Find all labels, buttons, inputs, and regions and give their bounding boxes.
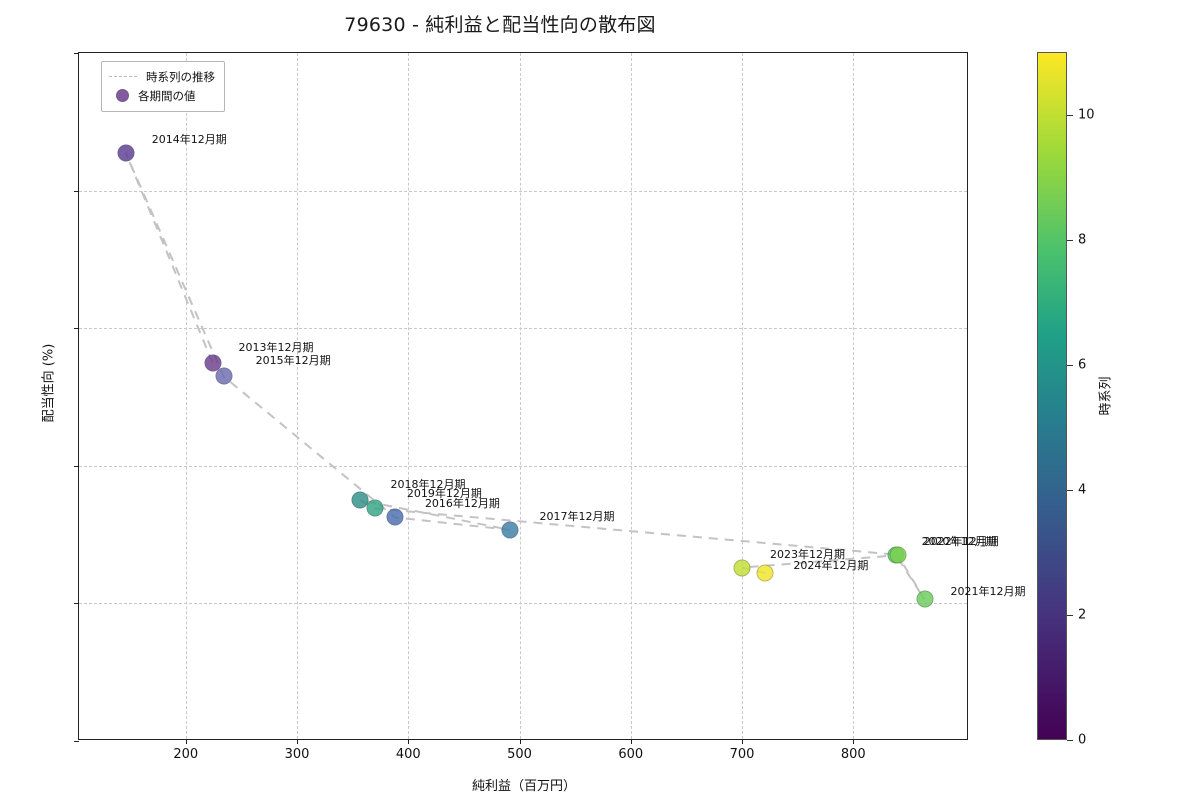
data-point[interactable]	[215, 367, 233, 385]
x-tick-mark	[297, 739, 299, 744]
legend-label-values: 各期間の値	[138, 88, 196, 103]
legend: 時系列の推移 各期間の値	[101, 61, 225, 112]
plot-area: 2013年12月期 2014年12月期 2015年12月期 2016年12月期 2017…	[42, 52, 1026, 794]
data-point-label: 2016年12月期	[424, 497, 500, 511]
data-point[interactable]	[117, 144, 135, 162]
colorbar-tick-mark	[1067, 364, 1073, 366]
gridline-vertical	[185, 53, 187, 739]
colorbar-tick-label: 10	[1078, 107, 1095, 123]
circle-marker-icon	[116, 89, 129, 102]
time-series-trend-line	[124, 152, 926, 600]
gridline-horizontal	[79, 603, 967, 605]
colorbar: 0 2 4 6 8 10	[1037, 52, 1095, 748]
data-point[interactable]	[204, 354, 221, 372]
x-tick-mark	[519, 739, 521, 744]
data-point-label: 2021年12月期	[950, 585, 1026, 599]
colorbar-tick-label: 6	[1078, 357, 1087, 373]
gridline-horizontal	[79, 328, 967, 330]
data-point-label: 2018年12月期	[390, 478, 466, 492]
legend-label-trend: 時系列の推移	[146, 69, 215, 84]
data-point[interactable]	[756, 564, 774, 582]
x-tick-mark	[408, 739, 410, 744]
data-point-label: 2019年12月期	[406, 487, 482, 501]
gridline-vertical	[742, 53, 744, 739]
colorbar-tick-label: 8	[1078, 232, 1087, 248]
data-point-label: 2015年12月期	[255, 354, 331, 368]
x-tick-label: 200	[173, 747, 199, 762]
x-tick-label: 400	[395, 747, 421, 762]
data-point[interactable]	[916, 590, 933, 608]
colorbar-tick-mark	[1067, 614, 1073, 616]
y-tick-mark	[74, 53, 79, 54]
x-tick-label: 500	[507, 747, 532, 762]
legend-item-trend: 時系列の推移	[109, 67, 215, 86]
y-tick-mark	[74, 741, 79, 742]
colorbar-tick-label: 0	[1078, 732, 1087, 748]
x-tick-label: 700	[729, 747, 755, 762]
gridline-vertical	[519, 53, 521, 739]
colorbar-tick-mark	[1067, 114, 1073, 116]
data-point-label: 2020年12月期	[921, 534, 997, 548]
legend-item-values: 各期間の値	[109, 86, 215, 105]
gridline-vertical	[630, 53, 632, 739]
x-tick-mark	[742, 739, 744, 744]
y-axis-label: 配当性向 (%)	[41, 343, 57, 423]
page-title: 79630 - 純利益と配当性向の散布図	[344, 14, 656, 36]
data-point[interactable]	[733, 559, 751, 577]
x-axis-label: 純利益（百万円）	[471, 779, 577, 794]
colorbar-tick-label: 2	[1078, 607, 1087, 623]
data-point[interactable]	[386, 508, 404, 526]
y-tick-mark	[74, 190, 79, 192]
colorbar-gradient	[1037, 52, 1067, 740]
x-tick-label: 300	[284, 747, 310, 762]
y-tick-mark	[74, 465, 79, 467]
colorbar-label: 時系列	[1098, 376, 1114, 416]
gridline-horizontal	[79, 465, 967, 467]
y-tick-mark	[74, 603, 79, 605]
trend-line-layer	[124, 152, 926, 600]
data-point-label: 2022年12月期	[923, 535, 999, 549]
dashed-line-icon	[109, 76, 137, 77]
colorbar-tick-mark	[1067, 239, 1073, 241]
colorbar-tick-mark	[1067, 489, 1073, 491]
gridline-horizontal	[79, 190, 967, 192]
gridline-vertical	[408, 53, 410, 739]
data-point[interactable]	[501, 521, 519, 539]
data-point-label: 2023年12月期	[770, 547, 846, 561]
colorbar-tick-mark	[1067, 740, 1073, 741]
x-tick-mark	[185, 739, 187, 744]
y-tick-mark	[74, 328, 79, 330]
data-point-label: 2014年12月期	[151, 132, 227, 146]
data-point-label: 2024年12月期	[793, 559, 869, 573]
x-tick-mark	[853, 739, 855, 744]
x-tick-mark	[630, 739, 632, 744]
data-point-label: 2013年12月期	[238, 340, 314, 354]
data-point[interactable]	[366, 499, 384, 517]
x-tick-label: 600	[618, 747, 644, 762]
data-point-label: 2017年12月期	[539, 509, 615, 523]
data-point[interactable]	[889, 546, 907, 564]
data-point[interactable]	[351, 491, 369, 509]
x-tick-label: 800	[840, 747, 866, 762]
gridline-vertical	[297, 53, 299, 739]
gridline-vertical	[853, 53, 855, 739]
colorbar-tick-label: 4	[1078, 482, 1087, 498]
